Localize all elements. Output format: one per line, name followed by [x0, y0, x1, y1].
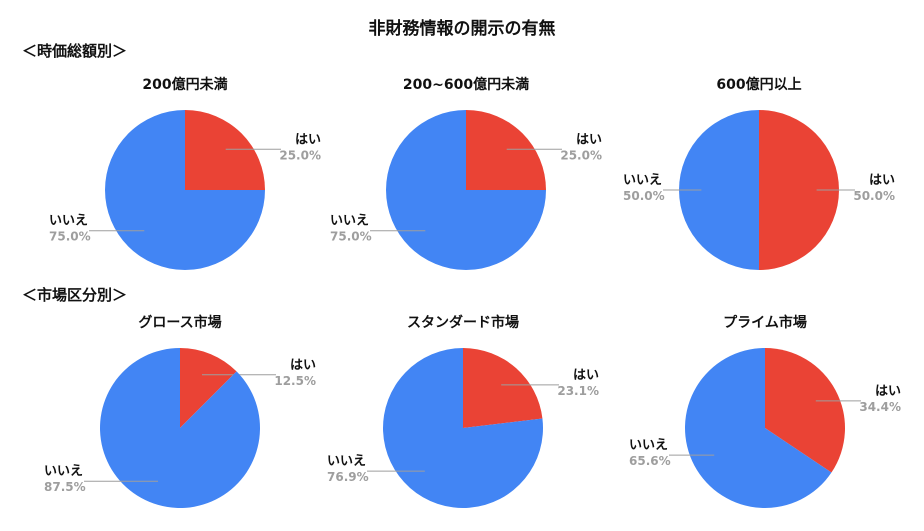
- pie-chart-over-60b: 600億円以上 はい 50.0% いいえ 50.0%: [609, 68, 909, 293]
- slice-label-yes: はい: [295, 132, 321, 147]
- pie-slice-no: [386, 110, 546, 270]
- pie-slice-yes: [463, 348, 543, 428]
- chart-title: 600億円以上: [716, 77, 802, 93]
- slice-value-yes: 50.0%: [853, 189, 895, 203]
- slice-label-no: いいえ: [330, 214, 369, 229]
- section-heading-market-segment: ＜市場区分別＞: [22, 286, 128, 304]
- page-title: 非財務情報の開示の有無: [368, 19, 556, 39]
- chart-title: 200億円未満: [142, 77, 228, 93]
- pie-slice-no: [679, 110, 759, 270]
- pie-slice-yes: [765, 348, 846, 473]
- chart-title: グロース市場: [138, 315, 222, 331]
- slice-label-yes: はい: [290, 358, 316, 373]
- slice-value-no: 87.5%: [44, 480, 86, 494]
- pie-chart-prime: プライム市場 はい 34.4% いいえ 65.6%: [615, 306, 915, 531]
- pie-chart-standard: スタンダード市場 はい 23.1% いいえ 76.9%: [313, 306, 613, 531]
- slice-label-no: いいえ: [327, 454, 366, 469]
- pie-slice-no: [382, 348, 543, 509]
- slice-label-yes: はい: [576, 132, 602, 147]
- chart-title: プライム市場: [723, 315, 807, 331]
- slice-label-yes: はい: [573, 368, 599, 383]
- slice-value-no: 65.6%: [629, 454, 671, 468]
- section-heading-market-cap: ＜時価総額別＞: [22, 42, 128, 60]
- slice-value-yes: 23.1%: [557, 384, 599, 398]
- slice-value-no: 75.0%: [49, 230, 91, 244]
- slice-value-no: 50.0%: [623, 189, 665, 203]
- pie-slice-yes: [466, 110, 546, 190]
- slice-label-no: いいえ: [623, 173, 662, 188]
- slice-value-no: 75.0%: [330, 230, 372, 244]
- slice-value-yes: 34.4%: [859, 400, 901, 414]
- slice-value-yes: 25.0%: [560, 148, 602, 162]
- pie-chart-20b-60b: 200~600億円未満 はい 25.0% いいえ 75.0%: [316, 68, 616, 293]
- slice-value-yes: 25.0%: [279, 148, 321, 162]
- slice-label-no: いいえ: [629, 438, 668, 453]
- pie-slice-no: [100, 348, 261, 508]
- chart-title: 200~600億円未満: [402, 77, 530, 93]
- slice-label-no: いいえ: [44, 464, 83, 479]
- slice-label-yes: はい: [869, 173, 895, 188]
- pie-slice-yes: [180, 348, 237, 428]
- pie-chart-under-20b: 200億円未満 はい 25.0% いいえ 75.0%: [35, 68, 335, 293]
- pie-slice-yes: [759, 110, 839, 270]
- slice-label-no: いいえ: [49, 214, 88, 229]
- pie-slice-yes: [185, 110, 265, 190]
- slice-label-yes: はい: [875, 384, 901, 399]
- pie-slice-no: [105, 110, 265, 270]
- chart-title: スタンダード市場: [407, 315, 519, 331]
- pie-chart-growth: グロース市場 はい 12.5% いいえ 87.5%: [30, 306, 330, 531]
- slice-value-yes: 12.5%: [274, 374, 316, 388]
- slice-value-no: 76.9%: [327, 470, 369, 484]
- pie-slice-no: [685, 348, 832, 508]
